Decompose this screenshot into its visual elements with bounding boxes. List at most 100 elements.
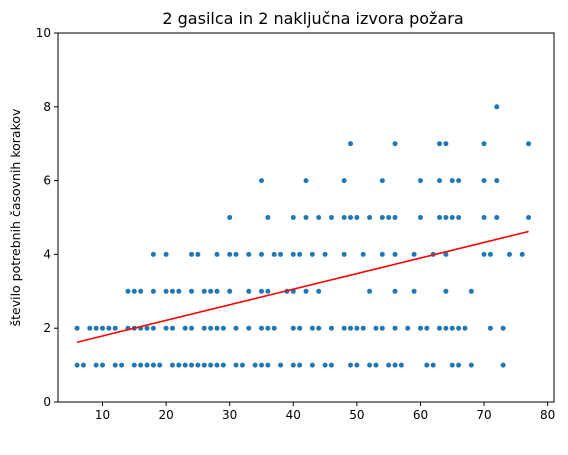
data-point <box>278 251 284 257</box>
data-point <box>354 215 360 220</box>
data-point <box>443 251 449 257</box>
data-point <box>398 362 404 368</box>
x-axis: 10 20 30 40 50 60 70 80 <box>95 402 555 422</box>
data-point <box>138 362 144 368</box>
data-point <box>112 325 118 331</box>
data-point <box>348 362 354 368</box>
x-tick-label: 20 <box>158 408 173 422</box>
data-point <box>379 178 385 184</box>
data-point <box>150 288 156 294</box>
data-point <box>456 215 462 220</box>
data-point <box>297 325 303 331</box>
data-point <box>93 362 99 368</box>
data-point <box>258 251 264 257</box>
data-point <box>468 362 474 368</box>
data-point <box>303 178 309 184</box>
data-point <box>316 288 322 294</box>
data-point <box>367 362 373 368</box>
y-tick-label: 0 <box>43 395 51 409</box>
data-point <box>328 362 334 368</box>
data-point <box>227 215 233 220</box>
y-tick-label: 8 <box>43 100 51 114</box>
data-point <box>494 104 500 110</box>
data-point <box>201 362 207 368</box>
data-point <box>131 288 137 294</box>
data-point <box>506 251 512 257</box>
data-point <box>379 251 385 257</box>
data-point <box>487 251 493 257</box>
data-point <box>481 141 487 147</box>
data-point <box>201 325 207 331</box>
data-point <box>87 325 93 331</box>
data-point <box>227 251 233 257</box>
plot-area <box>57 32 555 403</box>
data-point <box>354 325 360 331</box>
data-point <box>189 288 195 294</box>
data-point <box>195 362 201 368</box>
data-point <box>468 288 474 294</box>
data-point <box>309 362 315 368</box>
data-point <box>297 251 303 257</box>
plot-frame <box>57 32 555 403</box>
data-point <box>456 362 462 368</box>
y-tick-label: 4 <box>43 247 51 261</box>
data-point <box>417 178 423 184</box>
data-point <box>341 215 347 220</box>
data-point <box>487 325 493 331</box>
data-point <box>341 251 347 257</box>
data-point <box>189 362 195 368</box>
data-point <box>131 362 137 368</box>
data-point <box>157 362 163 368</box>
data-point <box>526 215 532 220</box>
data-point <box>373 325 379 331</box>
data-point <box>125 288 131 294</box>
data-point <box>316 215 322 220</box>
data-point <box>392 141 398 147</box>
data-point <box>93 325 99 331</box>
data-point <box>80 362 86 368</box>
data-point <box>373 362 379 368</box>
data-point <box>150 362 156 368</box>
data-point <box>443 215 449 220</box>
data-point <box>163 325 169 331</box>
data-point <box>481 215 487 220</box>
data-point <box>290 215 296 220</box>
data-point <box>360 251 366 257</box>
data-point <box>112 362 118 368</box>
data-point <box>214 325 220 331</box>
data-point <box>220 325 226 331</box>
data-point <box>392 362 398 368</box>
data-point <box>220 362 226 368</box>
data-point <box>163 251 169 257</box>
data-point <box>74 362 80 368</box>
data-point <box>348 215 354 220</box>
data-point <box>456 178 462 184</box>
data-point <box>443 288 449 294</box>
data-point <box>392 215 398 220</box>
data-point <box>379 215 385 220</box>
data-point <box>290 325 296 331</box>
data-point <box>144 362 150 368</box>
data-point <box>106 325 112 331</box>
data-point <box>201 288 207 294</box>
data-point <box>494 178 500 184</box>
data-point <box>348 141 354 147</box>
data-point <box>456 325 462 331</box>
data-point <box>437 178 443 184</box>
data-point <box>258 325 264 331</box>
data-point <box>405 325 411 331</box>
x-tick-label: 30 <box>222 408 237 422</box>
data-point <box>265 288 271 294</box>
y-axis-label: število potrebnih časovnih korakov <box>8 108 23 326</box>
y-tick-label: 6 <box>43 174 51 188</box>
data-point <box>449 178 455 184</box>
x-tick-label: 80 <box>540 408 555 422</box>
data-point <box>449 215 455 220</box>
data-point <box>430 362 436 368</box>
chart-title: 2 gasilca in 2 naključna izvora požara <box>162 9 463 28</box>
x-tick-label: 10 <box>95 408 110 422</box>
data-point <box>258 362 264 368</box>
data-point <box>417 215 423 220</box>
data-point <box>265 362 271 368</box>
data-point <box>138 288 144 294</box>
